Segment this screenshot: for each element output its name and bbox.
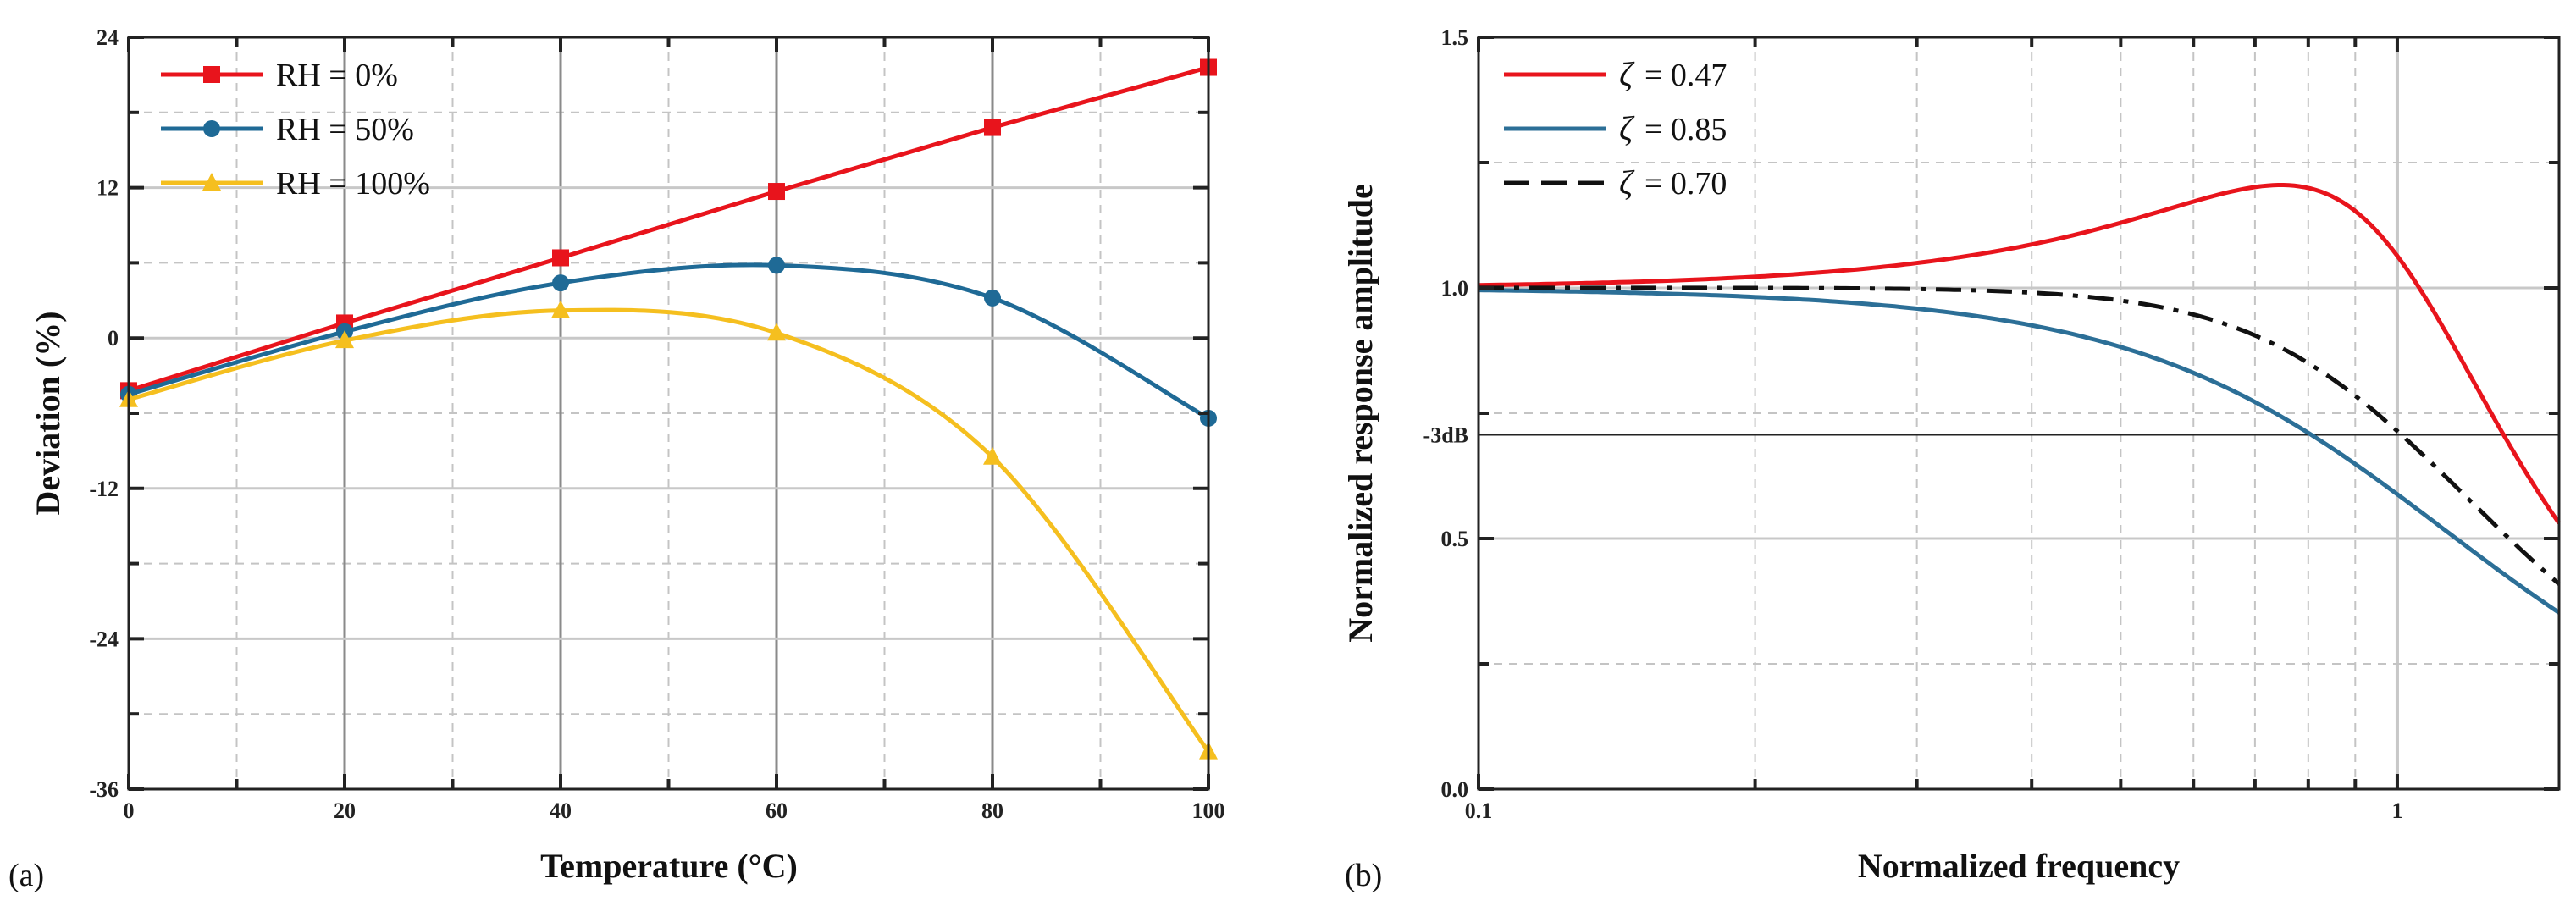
chart-b-series-line [1478,183,2562,525]
chart-b-y-tick-label: 1.0 [1441,276,1469,301]
chart-b-legend-symbol: ζ [1619,55,1635,93]
chart-b-reference-label: -3dB [1423,423,1468,447]
chart-a-x-tick-label: 40 [550,798,572,823]
chart-b-grid [1479,37,2559,789]
chart-b-series-line [1479,285,2561,586]
chart-a-data-point [552,249,569,267]
chart-a-data-point [983,446,1002,465]
chart-a-data-point [335,330,354,349]
chart-a-x-tick-label: 60 [766,798,788,823]
chart-b-series [1478,183,2562,615]
chart-a-x-tick-label: 80 [981,798,1003,823]
chart-b-legend-label: = 0.85 [1645,112,1727,147]
chart-b-ticks [1477,36,2559,791]
chart-a-x-tick-label: 20 [334,798,356,823]
chart-a-panel-label: (a) [8,858,44,893]
chart-a-y-axis-label: Deviation (%) [29,311,67,515]
chart-a-data-point [552,274,569,292]
chart-b-y-tick-label: 0.0 [1441,777,1469,802]
chart-b-legend-label: = 0.47 [1645,58,1727,93]
chart-a-y-tick-label: -36 [89,777,119,802]
chart-a-legend: RH = 0% RH = 50% RH = 100% [161,58,430,202]
chart-a-x-tick-label: 0 [124,798,135,823]
chart-a-legend-label: RH = 0% [276,58,398,93]
chart-a-legend-marker [203,66,220,83]
chart-b: 0.1 1 0.0 0.5 1.0 1.5 -3dB ζ = 0.47 ζ = 0.85 ζ = 0.… [1341,25,2562,893]
chart-b-x-tick-label: 1 [2391,798,2402,823]
chart-a-x-axis-label: Temperature (°C) [540,847,798,885]
chart-a-grid [129,37,1208,789]
chart-a-tick-labels: 0 20 40 60 80 100 -36 -24 -12 0 12 24 [89,25,1224,823]
chart-b-legend: ζ = 0.47 ζ = 0.85 ζ = 0.70 [1504,55,1727,202]
chart-a-ticks [127,36,1210,791]
chart-a-data-point [768,183,785,201]
chart-a-legend-marker [202,173,221,191]
chart-a-data-point [767,323,786,341]
chart-a-legend-label: RH = 100% [276,166,430,202]
chart-a-series-line [128,262,1210,421]
chart-a: 0 20 40 60 80 100 -36 -24 -12 0 12 24 RH = 0% RH = 5… [8,25,1225,893]
chart-a-y-tick-label: -24 [89,627,119,651]
chart-a-x-tick-label: 100 [1192,798,1225,823]
chart-b-y-tick-label: 1.5 [1441,25,1469,50]
chart-a-y-tick-label: 0 [108,326,119,351]
chart-a-legend-label: RH = 50% [276,112,414,147]
chart-b-legend-label: = 0.70 [1645,166,1727,202]
chart-b-series-line [1478,288,2561,615]
chart-a-y-tick-label: -12 [89,477,119,501]
chart-a-series-line [128,65,1209,393]
chart-a-series [119,58,1218,760]
chart-a-y-tick-label: 12 [97,176,119,201]
chart-a-series-line [128,307,1211,754]
chart-a-data-point [768,257,785,274]
chart-b-legend-symbol: ζ [1619,163,1635,202]
chart-b-y-axis-label: Normalized response amplitude [1341,184,1379,642]
chart-b-legend-symbol: ζ [1619,109,1635,147]
chart-a-data-point [984,289,1001,307]
chart-a-data-point [551,300,570,318]
chart-b-tick-labels: 0.1 1 0.0 0.5 1.0 1.5 -3dB [1423,25,2403,823]
chart-b-panel-label: (b) [1345,858,1382,893]
chart-a-y-tick-label: 24 [97,25,119,50]
chart-a-data-point [984,119,1001,136]
chart-a-legend-marker [203,120,220,137]
chart-b-x-tick-label: 0.1 [1465,798,1493,823]
chart-b-y-tick-label: 0.5 [1441,527,1469,551]
chart-b-x-axis-label: Normalized frequency [1858,847,2180,885]
